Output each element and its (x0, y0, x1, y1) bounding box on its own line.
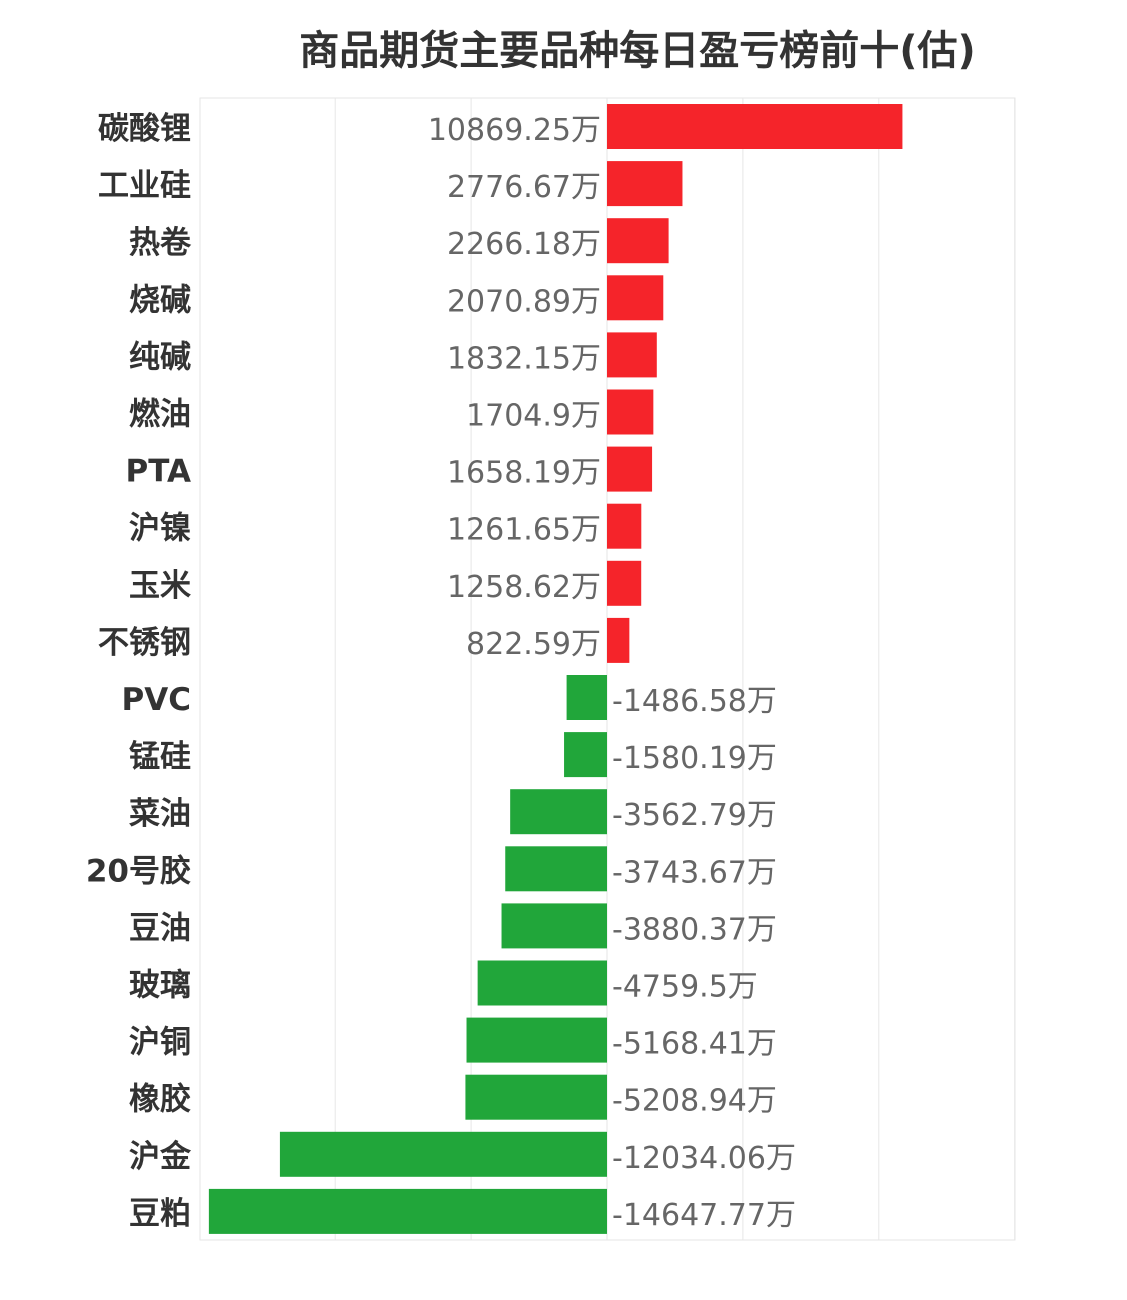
category-label: 工业硅 (98, 168, 191, 204)
bar (607, 503, 642, 549)
bar (505, 846, 607, 892)
bar (279, 1131, 607, 1177)
value-label: 2266.18万 (447, 227, 601, 262)
value-label: 1258.62万 (447, 570, 601, 605)
value-label: -14647.77万 (612, 1198, 796, 1233)
value-label: -1580.19万 (612, 741, 777, 776)
value-label: 1658.19万 (447, 456, 601, 491)
value-label: -5168.41万 (612, 1027, 777, 1062)
category-label: 豆油 (129, 910, 191, 946)
value-label: -3880.37万 (612, 912, 777, 947)
bars (208, 104, 903, 1234)
category-label: 沪铜 (129, 1025, 191, 1061)
bar (501, 903, 607, 949)
bar (477, 960, 607, 1006)
value-label: 2776.67万 (447, 170, 601, 205)
bar (607, 104, 903, 149)
category-label: 玉米 (129, 568, 191, 604)
category-label: 锰硅 (129, 739, 191, 775)
category-label: 不锈钢 (98, 625, 191, 661)
category-label: 热卷 (129, 225, 192, 261)
bar (208, 1188, 608, 1234)
category-label: PVC (122, 682, 191, 718)
value-label: 1832.15万 (447, 341, 601, 376)
bar (607, 560, 642, 606)
category-label: 玻璃 (129, 968, 191, 1004)
bar (564, 732, 607, 778)
value-label: -4759.5万 (612, 970, 758, 1005)
bar (607, 275, 664, 321)
value-label: 2070.89万 (447, 284, 601, 319)
category-label: 沪金 (129, 1139, 192, 1175)
value-label: 1261.65万 (447, 513, 601, 548)
chart-title: 商品期货主要品种每日盈亏榜前十(估) (299, 28, 976, 74)
category-label: PTA (126, 454, 191, 490)
bar (607, 389, 654, 435)
category-label: 碳酸锂 (98, 111, 191, 147)
value-label: 1704.9万 (466, 399, 601, 434)
bar (510, 789, 607, 835)
value-label: -12034.06万 (612, 1141, 796, 1176)
category-label: 20号胶 (86, 853, 191, 889)
bar (607, 161, 683, 207)
category-label: 纯碱 (129, 339, 191, 375)
bar (607, 218, 669, 264)
value-label: -3562.79万 (612, 798, 777, 833)
value-label: -3743.67万 (612, 855, 777, 890)
value-label: 822.59万 (466, 627, 601, 662)
value-label: -1486.58万 (612, 684, 777, 719)
value-label: 10869.25万 (428, 113, 601, 148)
category-label: 橡胶 (129, 1082, 191, 1118)
bar (566, 675, 607, 720)
value-label: -5208.94万 (612, 1084, 777, 1119)
category-label: 豆粕 (129, 1196, 191, 1232)
bar (607, 446, 653, 492)
category-label: 菜油 (129, 796, 191, 832)
bar (607, 617, 630, 663)
category-label: 沪镍 (129, 511, 191, 547)
bar (465, 1074, 607, 1120)
bar (466, 1017, 607, 1063)
value-labels: 10869.25万 2776.67万 2266.18万 2070.89万 1832.15… (428, 113, 796, 1233)
category-label: 烧碱 (129, 282, 191, 318)
grid-lines (199, 97, 1016, 1241)
bar (607, 332, 657, 378)
category-label: 燃油 (129, 397, 191, 433)
